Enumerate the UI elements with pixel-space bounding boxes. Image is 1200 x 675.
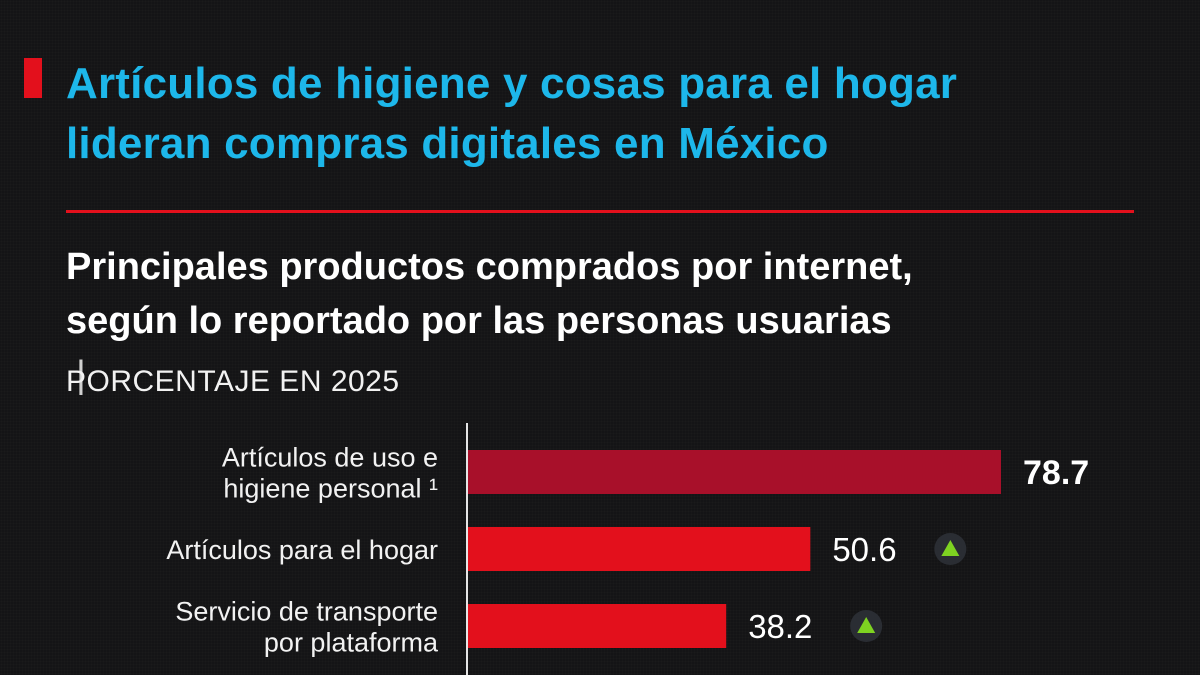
value-label-3: 38.2 <box>748 608 812 645</box>
title-divider <box>66 210 1134 213</box>
chart-title: Principales productos comprados por inte… <box>66 240 1176 402</box>
category-label-1-line-2: higiene personal ¹ <box>223 474 438 504</box>
chart-units-label: PORCENTAJE EN 2025 <box>66 365 400 398</box>
trend-up-icon-bg-3 <box>850 610 883 642</box>
chart-title-line-2: según lo reportado por las personas usua… <box>66 294 1176 402</box>
headline-line-2: lideran compras digitales en México <box>66 119 829 168</box>
bar-1 <box>468 450 1001 494</box>
headline: Artículos de higiene y cosas para el hog… <box>66 54 1176 174</box>
chart-title-line-2-text: según lo reportado por las personas usua… <box>66 300 892 342</box>
value-label-2: 50.6 <box>832 531 896 568</box>
category-label-1-line-1: Artículos de uso e <box>222 443 438 473</box>
category-label-2-line-1: Artículos para el hogar <box>166 535 438 565</box>
bar-2 <box>468 527 811 571</box>
headline-line-1: Artículos de higiene y cosas para el hog… <box>66 59 958 108</box>
value-label-1: 78.7 <box>1023 454 1089 492</box>
category-label-3-line-2: por plataforma <box>264 628 439 658</box>
title-separator: | <box>76 354 86 396</box>
trend-up-icon-2 <box>941 540 960 556</box>
category-label-3-line-1: Servicio de transporte <box>175 597 438 627</box>
title-accent-mark <box>24 58 42 98</box>
bar-3 <box>468 604 727 648</box>
trend-up-icon-3 <box>857 617 876 633</box>
chart-title-line-1: Principales productos comprados por inte… <box>66 246 913 288</box>
trend-up-icon-bg-2 <box>934 533 967 565</box>
